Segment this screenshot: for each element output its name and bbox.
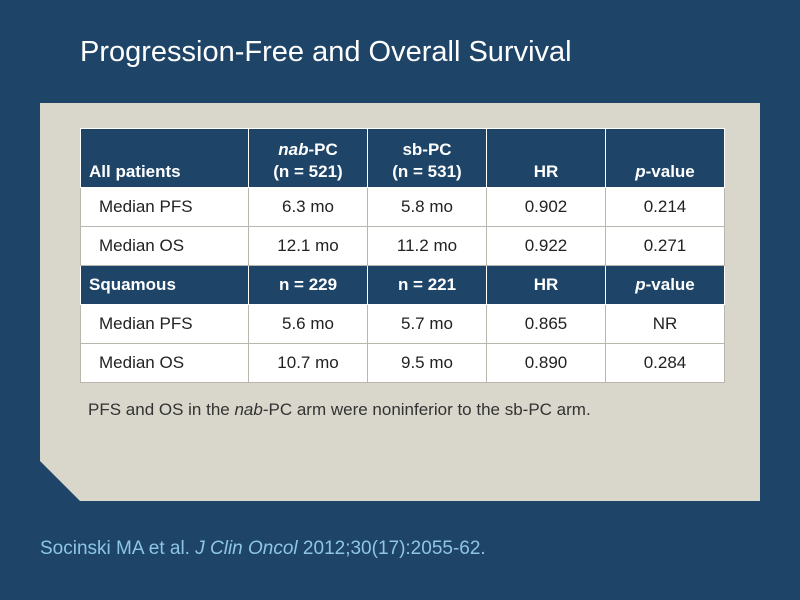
cell-hr: 0.902 xyxy=(486,187,606,227)
row-label: Median PFS xyxy=(80,187,249,227)
header-squamous-p-suffix: -value xyxy=(645,275,695,294)
header-hr: HR xyxy=(486,128,606,188)
cell-p: 0.284 xyxy=(605,343,725,383)
citation-authors: Socinski MA et al. xyxy=(40,538,196,559)
cell-nab: 10.7 mo xyxy=(248,343,368,383)
table-row: Median PFS 5.6 mo 5.7 mo 0.865 NR xyxy=(80,304,725,344)
header-squamous-p-italic: p xyxy=(635,275,646,294)
cell-sb: 5.7 mo xyxy=(367,304,487,344)
footnote: PFS and OS in the nab-PC arm were noninf… xyxy=(88,400,591,420)
cell-hr: 0.865 xyxy=(486,304,606,344)
footnote-text-end: -PC arm were noninferior to the sb-PC ar… xyxy=(262,400,591,419)
cell-p: 0.214 xyxy=(605,187,725,227)
header-squamous-sb-n: n = 221 xyxy=(367,265,487,305)
row-label: Median PFS xyxy=(80,304,249,344)
slide-title: Progression-Free and Overall Survival xyxy=(80,36,572,68)
cell-nab: 6.3 mo xyxy=(248,187,368,227)
footnote-italic: nab xyxy=(234,400,263,419)
cell-p: NR xyxy=(605,304,725,344)
results-table: All patients nab-PC (n = 521) sb-PC (n = 5… xyxy=(80,128,725,383)
table-row: Median OS 10.7 mo 9.5 mo 0.890 0.284 xyxy=(80,343,725,383)
citation-details: 2012;30(17):2055-62. xyxy=(297,538,486,559)
citation-journal: J Clin Oncol xyxy=(195,538,298,559)
row-label: Median OS xyxy=(80,226,249,266)
header-nab-suffix: -PC xyxy=(308,140,338,159)
header-sb-n: (n = 531) xyxy=(392,162,462,181)
header-squamous-p-value: p-value xyxy=(605,265,725,305)
table-row: Median PFS 6.3 mo 5.8 mo 0.902 0.214 xyxy=(80,187,725,227)
header-sb-pc: sb-PC (n = 531) xyxy=(367,128,487,188)
cell-sb: 11.2 mo xyxy=(367,226,487,266)
cell-sb: 9.5 mo xyxy=(367,343,487,383)
header-p-value: p-value xyxy=(605,128,725,188)
header-p-italic: p xyxy=(635,162,646,181)
cell-hr: 0.922 xyxy=(486,226,606,266)
header-all-patients: All patients xyxy=(80,128,249,188)
content-panel: All patients nab-PC (n = 521) sb-PC (n = 5… xyxy=(40,103,760,501)
header-squamous-nab-n: n = 229 xyxy=(248,265,368,305)
header-nab-pc: nab-PC (n = 521) xyxy=(248,128,368,188)
header-nab-italic: nab xyxy=(278,140,309,159)
row-label: Median OS xyxy=(80,343,249,383)
header-p-suffix: -value xyxy=(645,162,695,181)
cell-nab: 12.1 mo xyxy=(248,226,368,266)
header-row-all-patients: All patients nab-PC (n = 521) sb-PC (n = 5… xyxy=(80,128,725,188)
cell-p: 0.271 xyxy=(605,226,725,266)
header-squamous: Squamous xyxy=(80,265,249,305)
footnote-text-start: PFS and OS in the xyxy=(88,400,235,419)
cell-sb: 5.8 mo xyxy=(367,187,487,227)
cell-nab: 5.6 mo xyxy=(248,304,368,344)
header-sb-label: sb-PC xyxy=(402,140,452,159)
header-nab-n: (n = 521) xyxy=(273,162,343,181)
table-row: Median OS 12.1 mo 11.2 mo 0.922 0.271 xyxy=(80,226,725,266)
header-squamous-hr: HR xyxy=(486,265,606,305)
cell-hr: 0.890 xyxy=(486,343,606,383)
citation: Socinski MA et al. J Clin Oncol 2012;30(… xyxy=(40,538,486,560)
header-row-squamous: Squamous n = 229 n = 221 HR p-value xyxy=(80,265,725,305)
